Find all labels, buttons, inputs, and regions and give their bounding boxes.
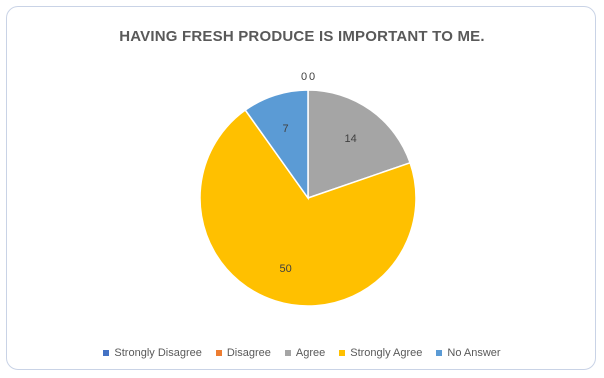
legend-swatch bbox=[436, 350, 443, 356]
legend-swatch bbox=[103, 350, 110, 356]
data-label-disagree: 0 bbox=[309, 71, 315, 83]
legend-swatch bbox=[215, 350, 222, 356]
pie-slice-no-answer bbox=[244, 89, 309, 201]
legend-swatch bbox=[339, 350, 346, 356]
legend-item-agree: Agree bbox=[284, 347, 326, 359]
legend-item-no-answer: No Answer bbox=[436, 347, 501, 359]
data-label-strongly-agree: 50 bbox=[279, 263, 291, 275]
data-label-strongly-disagree: 0 bbox=[301, 71, 307, 83]
legend-label: Strongly Agree bbox=[350, 347, 423, 359]
pie-slice-strongly-agree bbox=[199, 109, 417, 307]
legend-item-strongly-disagree: Strongly Disagree bbox=[103, 347, 202, 359]
legend-label: Disagree bbox=[226, 347, 271, 359]
legend-swatch bbox=[284, 350, 291, 356]
legend-item-disagree: Disagree bbox=[215, 347, 271, 359]
legend-item-strongly-agree: Strongly Agree bbox=[339, 347, 422, 359]
data-label-no-answer: 7 bbox=[283, 123, 289, 135]
legend-label: No Answer bbox=[447, 347, 501, 359]
chart-title: HAVING FRESH PRODUCE IS IMPORTANT TO ME. bbox=[119, 28, 485, 45]
legend-label: Strongly Disagree bbox=[114, 347, 202, 359]
chart-legend: Strongly Disagree Disagree Agree Strongly A… bbox=[0, 347, 604, 359]
data-label-agree: 14 bbox=[345, 133, 357, 145]
legend-label: Agree bbox=[295, 347, 326, 359]
